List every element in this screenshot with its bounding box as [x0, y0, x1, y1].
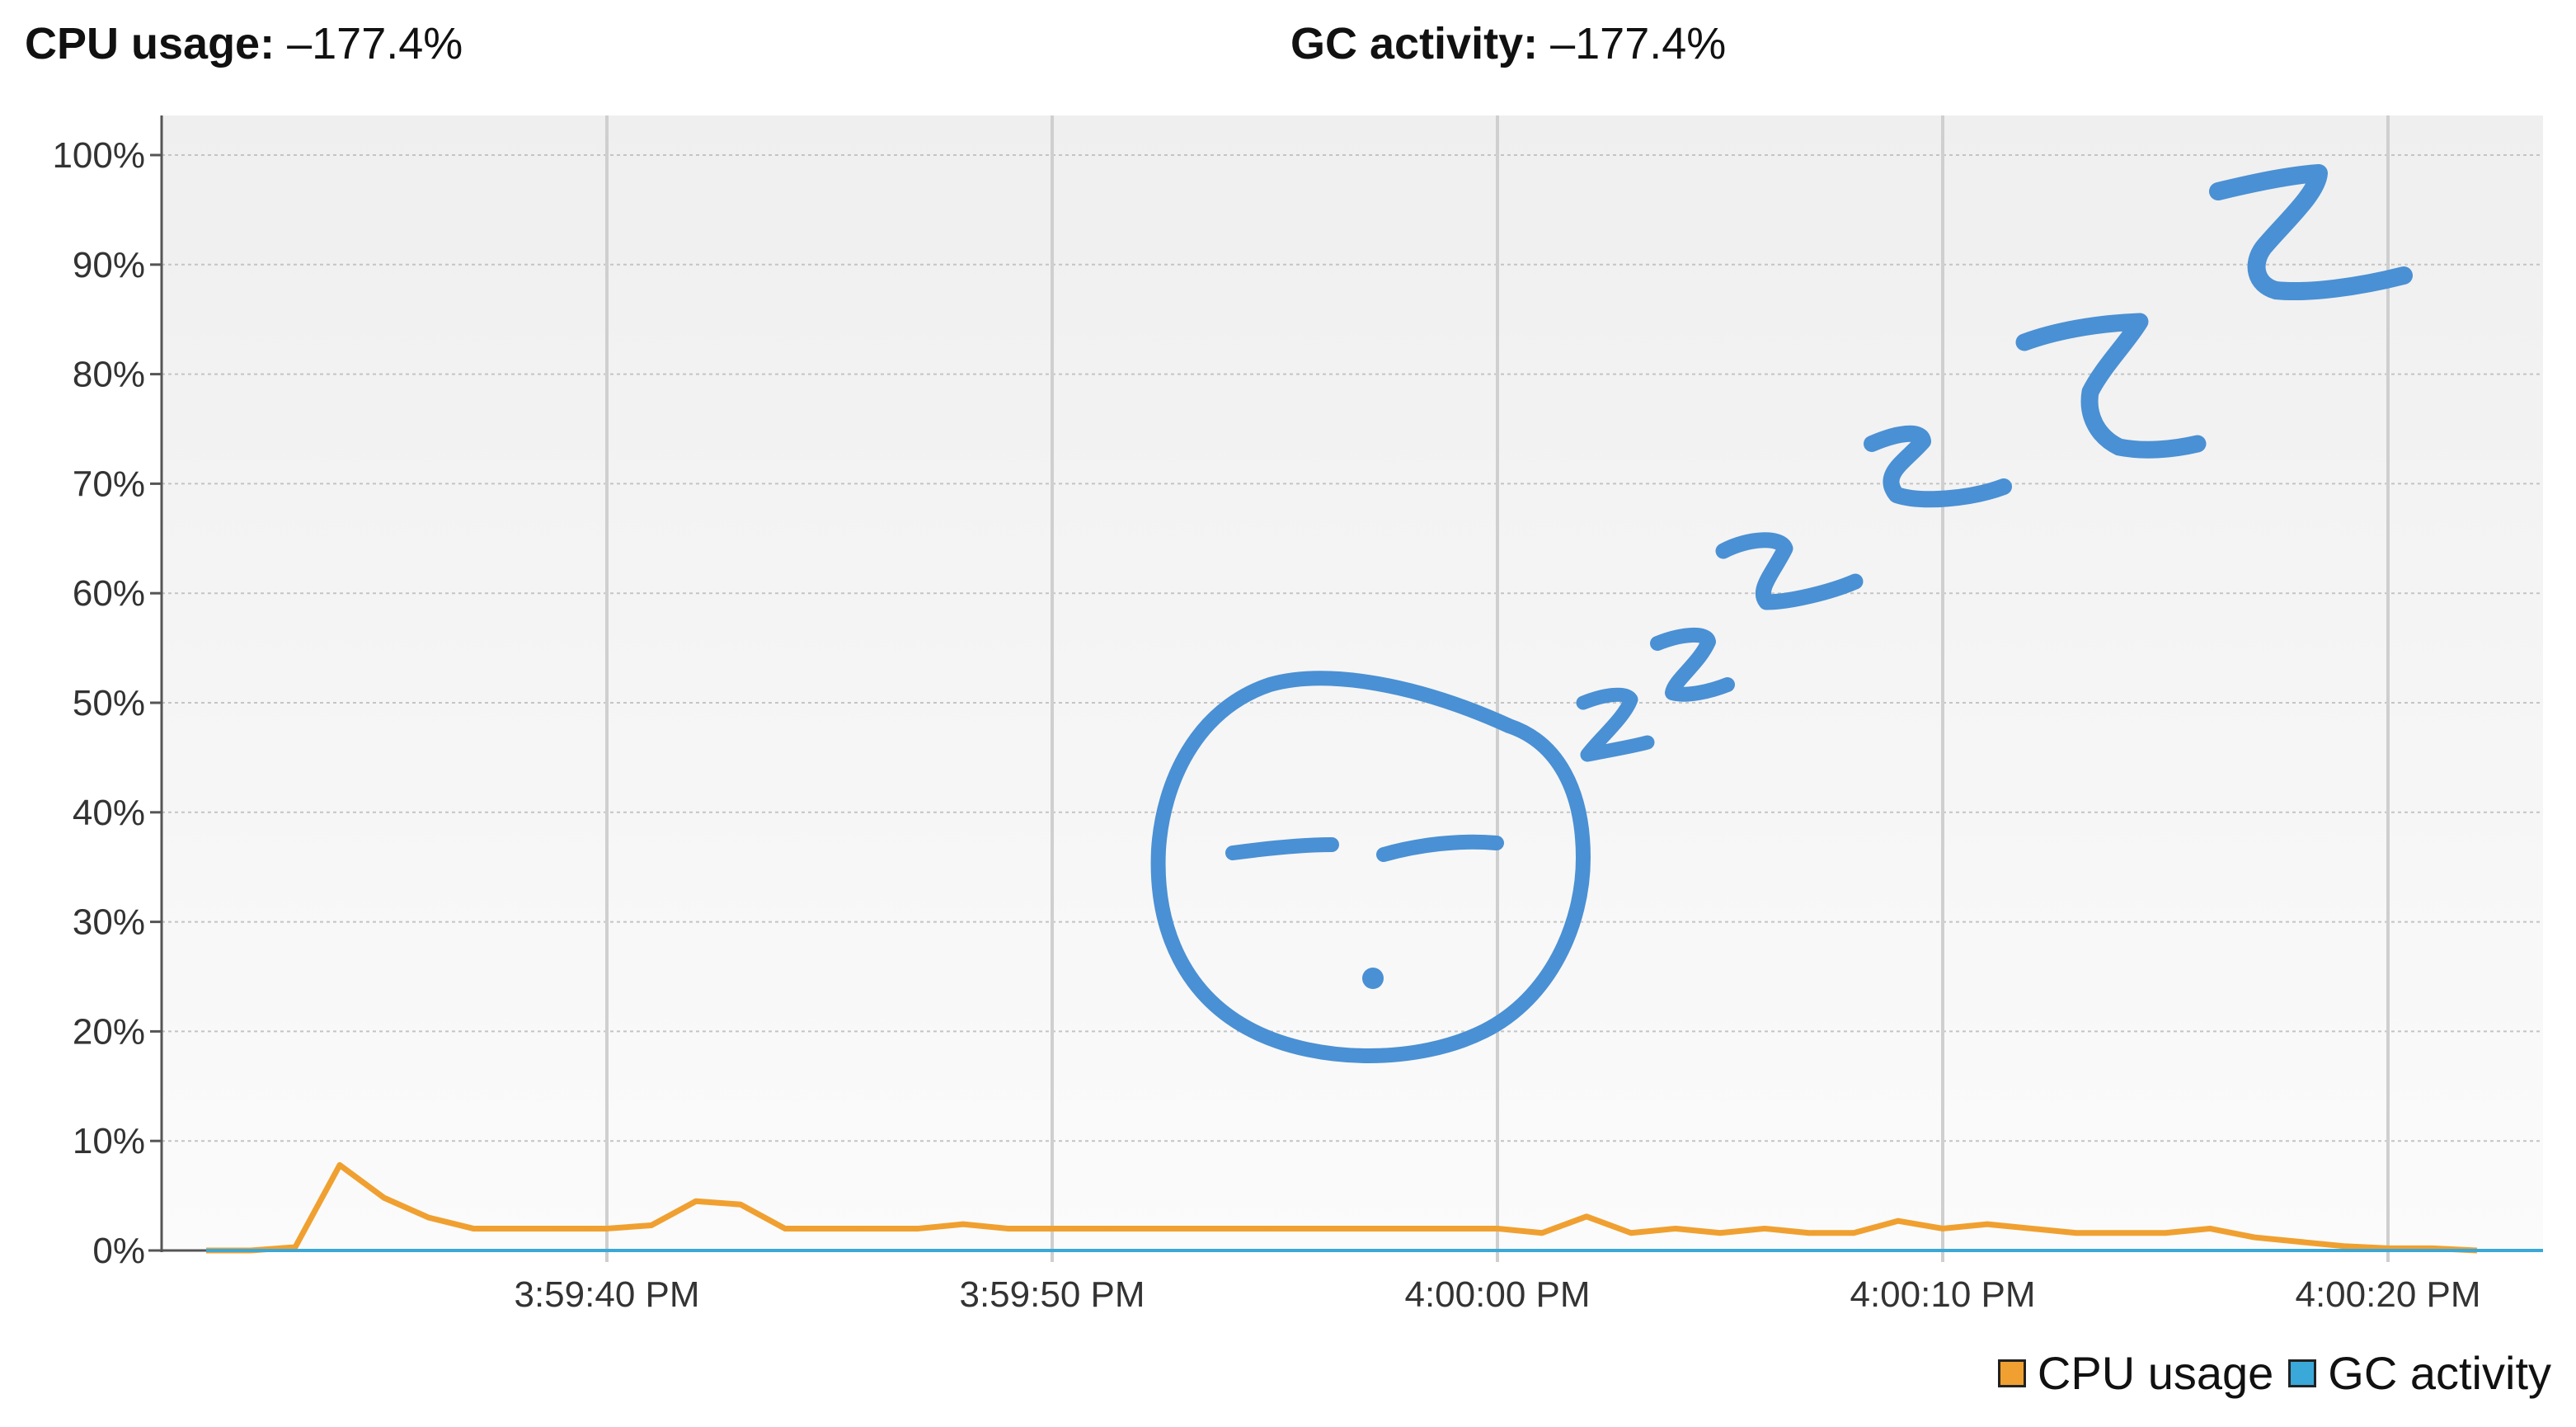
y-tick-label: 100%	[52, 135, 145, 176]
series-line-cpu-usage	[206, 1161, 2478, 1254]
y-tick-label: 0%	[92, 1231, 145, 1271]
x-tick-label: 4:00:10 PM	[1850, 1274, 2035, 1315]
x-tick-label: 4:00:20 PM	[2295, 1274, 2480, 1315]
z-1	[1576, 687, 1655, 762]
series-layer	[206, 1161, 2543, 1254]
gc-swatch	[2288, 1359, 2317, 1387]
mouth	[1362, 968, 1384, 989]
y-tick-label: 80%	[73, 355, 145, 395]
x-tick-label: 3:59:50 PM	[959, 1274, 1145, 1315]
y-tick-label: 40%	[73, 793, 145, 833]
x-tick-labels: 3:59:40 PM 3:59:50 PM 4:00:00 PM 4:00:10 PM…	[514, 1274, 2480, 1315]
vertical-gridlines	[605, 115, 2390, 1262]
z-6	[2209, 164, 2413, 301]
cpu-swatch	[1997, 1359, 2026, 1387]
z-2	[1650, 627, 1735, 702]
face-outline	[1150, 671, 1591, 1063]
gc-activity-stat: GC activity: –177.4%	[1290, 18, 1726, 69]
y-tick-label: 70%	[73, 464, 145, 504]
y-tick-label: 10%	[73, 1121, 145, 1161]
y-tick-label: 90%	[73, 245, 145, 285]
horizontal-gridlines	[162, 154, 2543, 1142]
z-3	[1715, 532, 1864, 610]
legend-item-cpu[interactable]: CPU usage	[1997, 1346, 2274, 1400]
y-tick-labels: 0% 10% 20% 30% 40% 50% 60% 70% 80% 90% 100%	[52, 135, 162, 1271]
cpu-usage-stat: CPU usage: –177.4%	[25, 18, 463, 69]
gc-activity-label: GC activity:	[1290, 19, 1539, 68]
y-tick-label: 50%	[73, 683, 145, 723]
z-5	[2015, 313, 2207, 459]
right-eye	[1376, 834, 1504, 862]
cpu-usage-value: –177.4%	[287, 19, 463, 68]
x-tick-label: 3:59:40 PM	[514, 1274, 699, 1315]
x-tick-label: 4:00:00 PM	[1404, 1274, 1590, 1315]
sleeping-face-doodle	[1150, 164, 2413, 1063]
left-eye	[1225, 837, 1339, 860]
chart-legend: CPU usage GC activity	[1997, 1346, 2551, 1400]
y-tick-label: 30%	[73, 902, 145, 943]
legend-gc-label: GC activity	[2328, 1347, 2551, 1399]
legend-cpu-label: CPU usage	[2037, 1347, 2274, 1399]
cpu-usage-label: CPU usage:	[25, 19, 275, 68]
y-tick-label: 20%	[73, 1011, 145, 1052]
legend-item-gc[interactable]: GC activity	[2288, 1346, 2551, 1400]
gc-activity-value: –177.4%	[1550, 19, 1727, 68]
z-4	[1864, 425, 2012, 508]
y-tick-label: 60%	[73, 573, 145, 614]
